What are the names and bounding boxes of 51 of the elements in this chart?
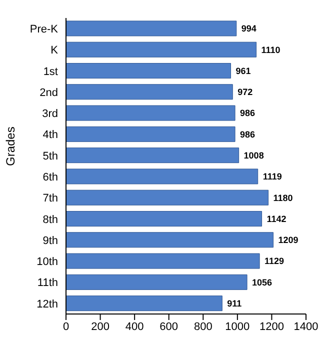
x-tick-label: 200 xyxy=(91,320,110,333)
y-axis-title: Grades xyxy=(3,126,18,166)
bar xyxy=(66,210,262,226)
bar xyxy=(66,20,237,36)
bar xyxy=(66,62,231,78)
x-tick-label: 800 xyxy=(194,320,212,333)
bar xyxy=(66,168,258,184)
x-tick-label: 1400 xyxy=(294,320,318,333)
bar xyxy=(66,105,236,121)
y-tick-label: 7th xyxy=(42,192,58,205)
y-tick-label: 6th xyxy=(42,171,58,184)
bar xyxy=(66,126,236,142)
y-tick-label: 9th xyxy=(42,234,58,247)
y-tick-label: 3rd xyxy=(42,108,58,120)
bar xyxy=(66,253,260,269)
bar xyxy=(66,148,240,164)
data-label: 986 xyxy=(240,108,256,118)
x-tick-label: 0 xyxy=(62,320,70,333)
bar xyxy=(66,296,222,312)
x-tick-label: 1200 xyxy=(259,320,284,333)
y-tick-label: K xyxy=(50,44,59,57)
data-label: 994 xyxy=(241,24,256,34)
bar xyxy=(66,84,233,100)
bar xyxy=(66,232,274,248)
data-label: 1129 xyxy=(264,256,284,266)
data-label: 1142 xyxy=(266,214,286,224)
data-label: 911 xyxy=(227,298,242,309)
data-label: 1056 xyxy=(252,277,272,288)
bar xyxy=(66,190,269,206)
x-tick-label: 400 xyxy=(125,320,144,333)
bar xyxy=(66,42,257,58)
data-label: 972 xyxy=(238,87,253,98)
data-label: 1180 xyxy=(273,192,293,203)
y-tick-label: 10th xyxy=(36,256,58,268)
x-tick-label: 600 xyxy=(160,320,178,333)
x-tick-label: 1000 xyxy=(225,320,250,333)
y-tick-label: Pre-K xyxy=(30,23,59,36)
data-label: 986 xyxy=(240,129,256,140)
y-tick-label: 12th xyxy=(36,298,58,310)
data-label: 1119 xyxy=(262,172,282,182)
y-tick-label: 1st xyxy=(43,66,58,78)
y-tick-label: 4th xyxy=(42,129,58,142)
data-label: 1110 xyxy=(261,44,280,55)
data-label: 1008 xyxy=(244,150,264,161)
bar xyxy=(66,274,248,290)
data-label: 961 xyxy=(236,66,251,76)
y-tick-label: 8th xyxy=(42,214,58,226)
y-tick-label: 11th xyxy=(37,277,58,290)
y-tick-label: 2nd xyxy=(40,86,58,99)
data-label: 1209 xyxy=(278,235,298,246)
y-tick-label: 5th xyxy=(42,150,58,162)
